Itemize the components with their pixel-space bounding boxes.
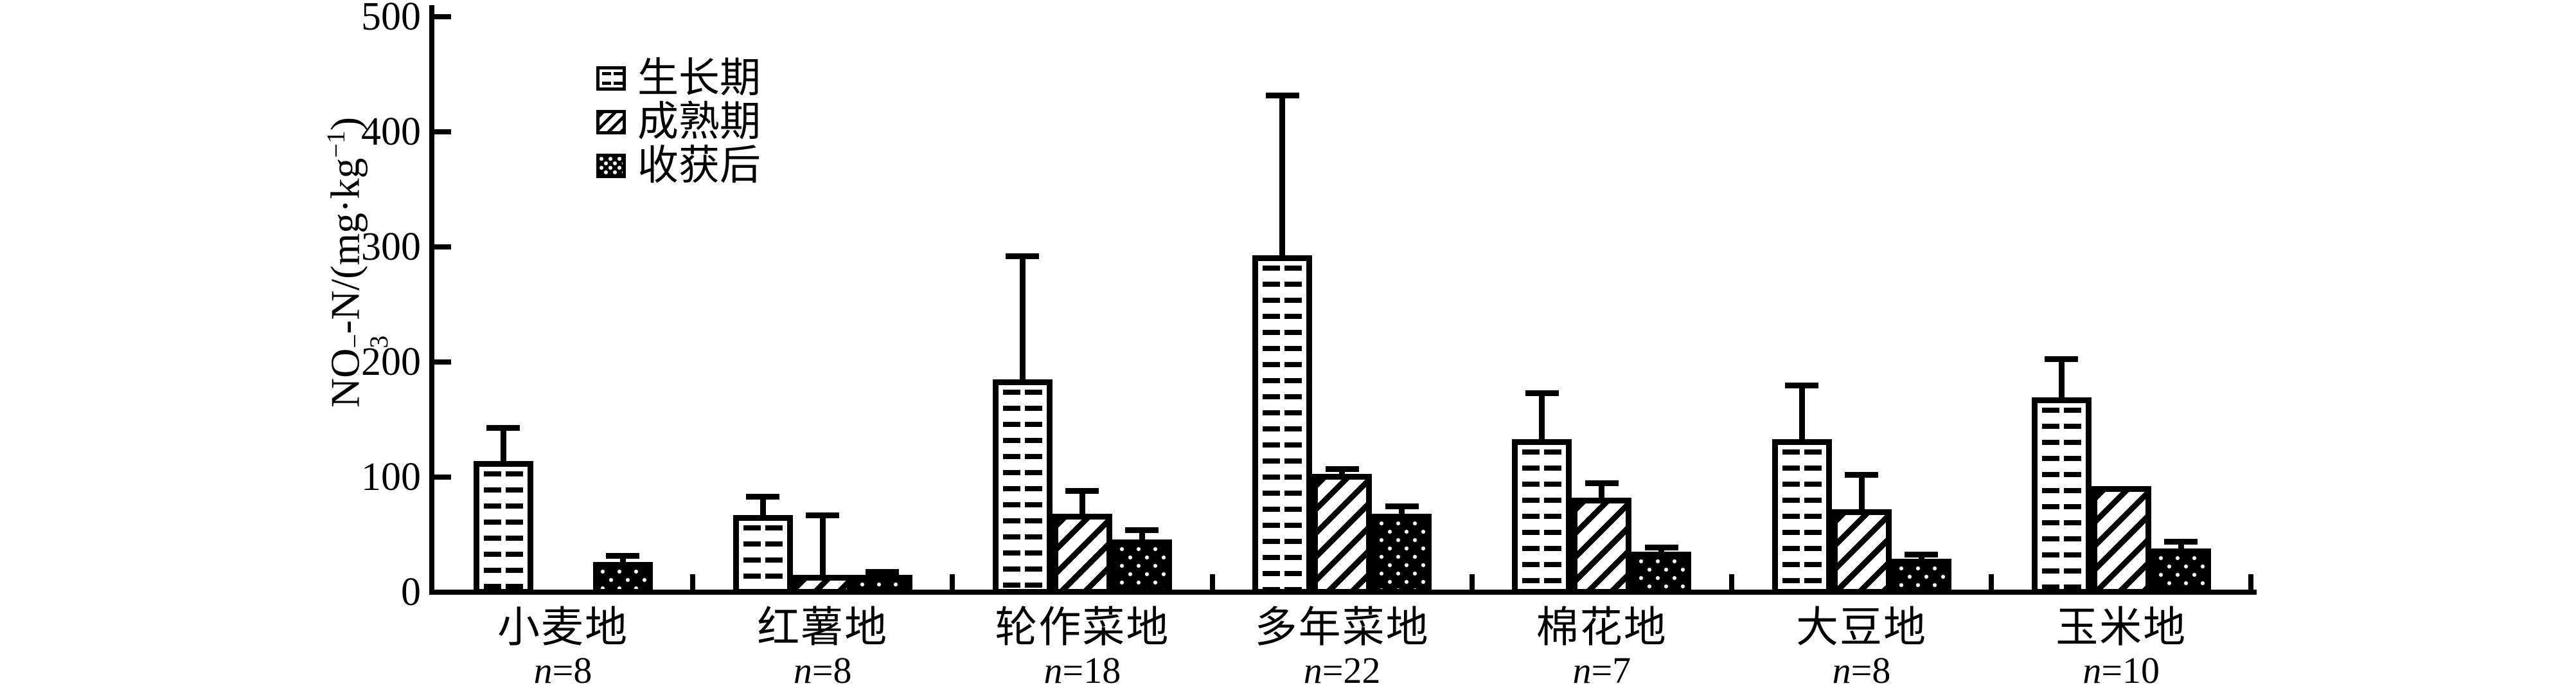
bar — [1512, 439, 1572, 595]
x-category-label: 小麦地 — [497, 604, 628, 651]
bar — [473, 460, 533, 595]
group-separator-tick — [1728, 574, 1734, 590]
x-category-label: 红薯地 — [757, 604, 889, 651]
x-category-label: 棉花地 — [1536, 604, 1667, 651]
bar — [1252, 255, 1313, 595]
error-line — [1539, 393, 1545, 440]
legend-label: 生长期 — [637, 55, 761, 101]
x-n-label: n=8 — [1832, 649, 1891, 691]
error-cap — [746, 494, 780, 500]
x-n-label: n=8 — [533, 649, 592, 691]
bar — [1312, 473, 1372, 595]
y-tick-label: 400 — [361, 110, 421, 154]
y-tick — [434, 475, 451, 480]
bar — [1772, 439, 1832, 595]
legend-item-growing: 生长期 — [596, 57, 761, 100]
x-n-label: n=18 — [1044, 649, 1121, 691]
group-separator-tick — [1469, 574, 1475, 590]
bar — [1891, 559, 1951, 595]
error-line — [619, 555, 626, 564]
y-tick-label: 200 — [361, 340, 421, 384]
group-separator-tick — [950, 574, 955, 590]
group-separator-tick — [1989, 574, 1994, 590]
bar — [1831, 509, 1892, 595]
error-cap — [1385, 503, 1419, 509]
error-line — [1279, 95, 1286, 257]
y-tick — [434, 14, 451, 19]
x-n-label: n=22 — [1303, 649, 1381, 691]
error-cap — [1905, 551, 1938, 557]
bar — [992, 379, 1053, 595]
bar — [792, 575, 853, 595]
bar — [852, 575, 912, 595]
bar — [1372, 514, 1432, 595]
group-separator-tick — [1209, 574, 1215, 590]
legend-item-mature: 成熟期 — [596, 100, 761, 144]
legend-label: 成熟期 — [637, 99, 761, 145]
y-tick-label: 0 — [401, 570, 421, 614]
error-cap — [1644, 545, 1678, 551]
bar — [1052, 514, 1112, 595]
error-line — [1139, 530, 1145, 541]
error-cap — [486, 425, 520, 431]
error-cap — [1265, 92, 1299, 98]
bar — [1572, 498, 1632, 595]
bar — [592, 562, 653, 595]
error-cap — [1845, 472, 1878, 478]
bar — [733, 515, 793, 595]
y-tick — [434, 129, 451, 134]
y-tick — [434, 244, 451, 249]
error-cap — [1006, 253, 1040, 260]
x-n-label: n=10 — [2083, 649, 2160, 691]
legend-item-after-harvest: 收获后 — [596, 144, 761, 188]
error-line — [819, 515, 826, 577]
bar — [1631, 552, 1692, 595]
error-cap — [1585, 480, 1619, 486]
y-tick-label: 500 — [361, 0, 421, 39]
error-line — [1599, 482, 1605, 500]
x-category-label: 多年菜地 — [1254, 604, 1430, 651]
error-cap — [1125, 527, 1159, 534]
x-n-label: n=7 — [1572, 649, 1631, 691]
group-separator-tick — [2248, 574, 2254, 590]
diagonal-hatch-pattern-icon — [596, 110, 626, 134]
bar — [1112, 539, 1172, 595]
error-cap — [2045, 356, 2079, 362]
group-separator-tick — [690, 574, 696, 590]
error-cap — [2164, 539, 2198, 545]
error-line — [1399, 505, 1405, 516]
error-line — [1799, 385, 1805, 440]
error-cap — [1065, 488, 1099, 494]
x-category-label: 轮作菜地 — [995, 604, 1170, 651]
error-cap — [1325, 466, 1359, 473]
y-tick-label: 300 — [361, 225, 421, 269]
y-tick — [434, 359, 451, 365]
bar — [2151, 548, 2211, 595]
error-line — [1019, 256, 1026, 381]
bar — [2031, 397, 2092, 595]
x-n-label: n=8 — [793, 649, 852, 691]
bar — [2091, 486, 2151, 595]
error-cap — [606, 552, 639, 559]
error-cap — [1525, 390, 1559, 397]
error-cap — [1785, 382, 1818, 388]
error-line — [1858, 475, 1865, 511]
error-line — [500, 428, 506, 462]
y-tick-label: 100 — [361, 455, 421, 499]
error-line — [2058, 358, 2065, 399]
legend-label: 收获后 — [637, 143, 761, 188]
y-axis-line — [429, 5, 434, 595]
error-line — [1079, 491, 1085, 516]
error-line — [759, 496, 766, 517]
x-category-label: 大豆地 — [1796, 604, 1927, 651]
error-cap — [866, 568, 900, 575]
x-category-label: 玉米地 — [2056, 604, 2187, 651]
black-dots-pattern-icon — [596, 154, 626, 178]
error-cap — [806, 512, 840, 519]
dotted-pattern-icon — [596, 66, 626, 91]
legend: 生长期 成熟期 收获后 — [596, 57, 761, 188]
error-line — [2178, 541, 2184, 550]
